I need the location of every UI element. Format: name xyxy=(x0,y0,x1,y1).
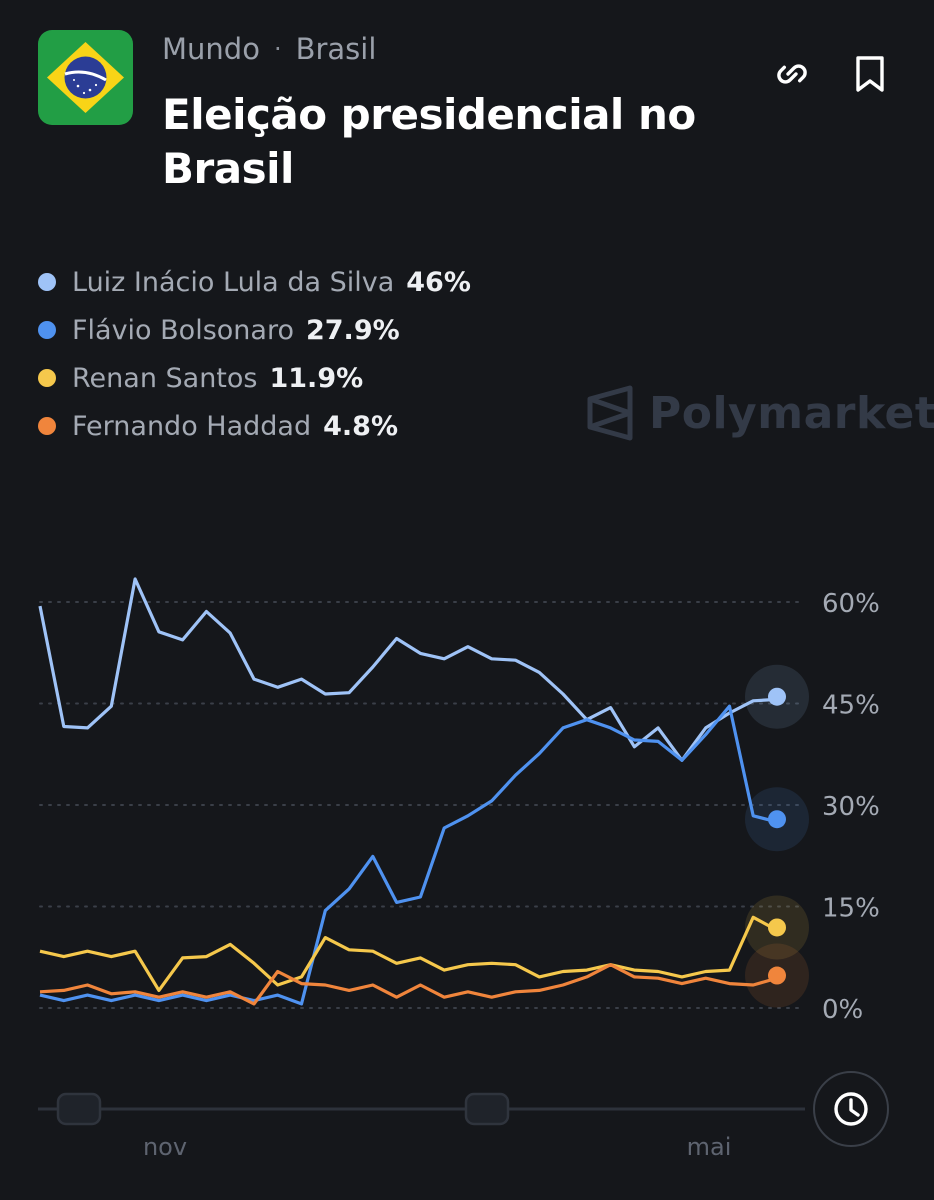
y-tick-label: 30% xyxy=(822,792,880,822)
legend-value-lula: 46% xyxy=(406,266,471,298)
brazil-flag-icon xyxy=(38,30,133,125)
page-title: Eleição presidencial no Brasil xyxy=(162,90,696,193)
series-end-marker xyxy=(768,918,786,937)
legend-dot-haddad xyxy=(38,417,56,435)
timeline-handle[interactable] xyxy=(464,1092,510,1126)
series-end-marker xyxy=(768,966,786,985)
legend-dot-lula xyxy=(38,273,56,291)
series-line xyxy=(39,963,778,1006)
legend-dot-flavio xyxy=(38,321,56,339)
breadcrumb: Mundo · Brasil xyxy=(162,32,376,66)
legend-item-renan: Renan Santos 11.9% xyxy=(38,354,471,402)
series-line xyxy=(39,704,778,1006)
y-tick-label: 15% xyxy=(822,894,880,924)
breadcrumb-subcategory[interactable]: Brasil xyxy=(295,32,377,66)
legend-name-haddad: Fernando Haddad xyxy=(72,410,312,442)
legend-item-flavio: Flávio Bolsonaro 27.9% xyxy=(38,306,471,354)
clock-icon xyxy=(834,1092,868,1126)
bookmark-icon[interactable] xyxy=(848,52,892,96)
legend-name-flavio: Flávio Bolsonaro xyxy=(72,314,294,346)
breadcrumb-separator: · xyxy=(273,35,282,63)
legend-value-flavio: 27.9% xyxy=(305,314,400,346)
series-end-marker xyxy=(768,810,786,829)
polymarket-logo-icon xyxy=(587,385,633,441)
series-line xyxy=(38,577,778,762)
legend-item-lula: Luiz Inácio Lula da Silva 46% xyxy=(38,258,471,306)
legend-name-lula: Luiz Inácio Lula da Silva xyxy=(72,266,395,298)
series-line xyxy=(39,915,778,992)
chart-legend: Luiz Inácio Lula da Silva 46% Flávio Bol… xyxy=(38,258,471,450)
price-chart: 60% 45% 30% 15% 0% nov mai xyxy=(38,577,880,1161)
x-tick-label: nov xyxy=(143,1133,187,1161)
legend-value-haddad: 4.8% xyxy=(323,410,399,442)
y-tick-label: 60% xyxy=(822,589,880,619)
timeline-handle[interactable] xyxy=(56,1092,102,1126)
legend-value-renan: 11.9% xyxy=(269,362,364,394)
breadcrumb-category[interactable]: Mundo xyxy=(162,32,260,66)
x-tick-label: mai xyxy=(687,1133,732,1161)
legend-name-renan: Renan Santos xyxy=(72,362,258,394)
y-tick-label: 45% xyxy=(822,691,880,721)
clock-button[interactable] xyxy=(813,1071,889,1147)
link-icon[interactable] xyxy=(770,52,814,96)
legend-item-haddad: Fernando Haddad 4.8% xyxy=(38,402,471,450)
series-end-marker xyxy=(768,687,786,706)
watermark-text: Polymarket xyxy=(649,387,934,439)
y-tick-label: 0% xyxy=(822,995,863,1025)
legend-dot-renan xyxy=(38,369,56,387)
polymarket-watermark: Polymarket xyxy=(585,385,934,441)
